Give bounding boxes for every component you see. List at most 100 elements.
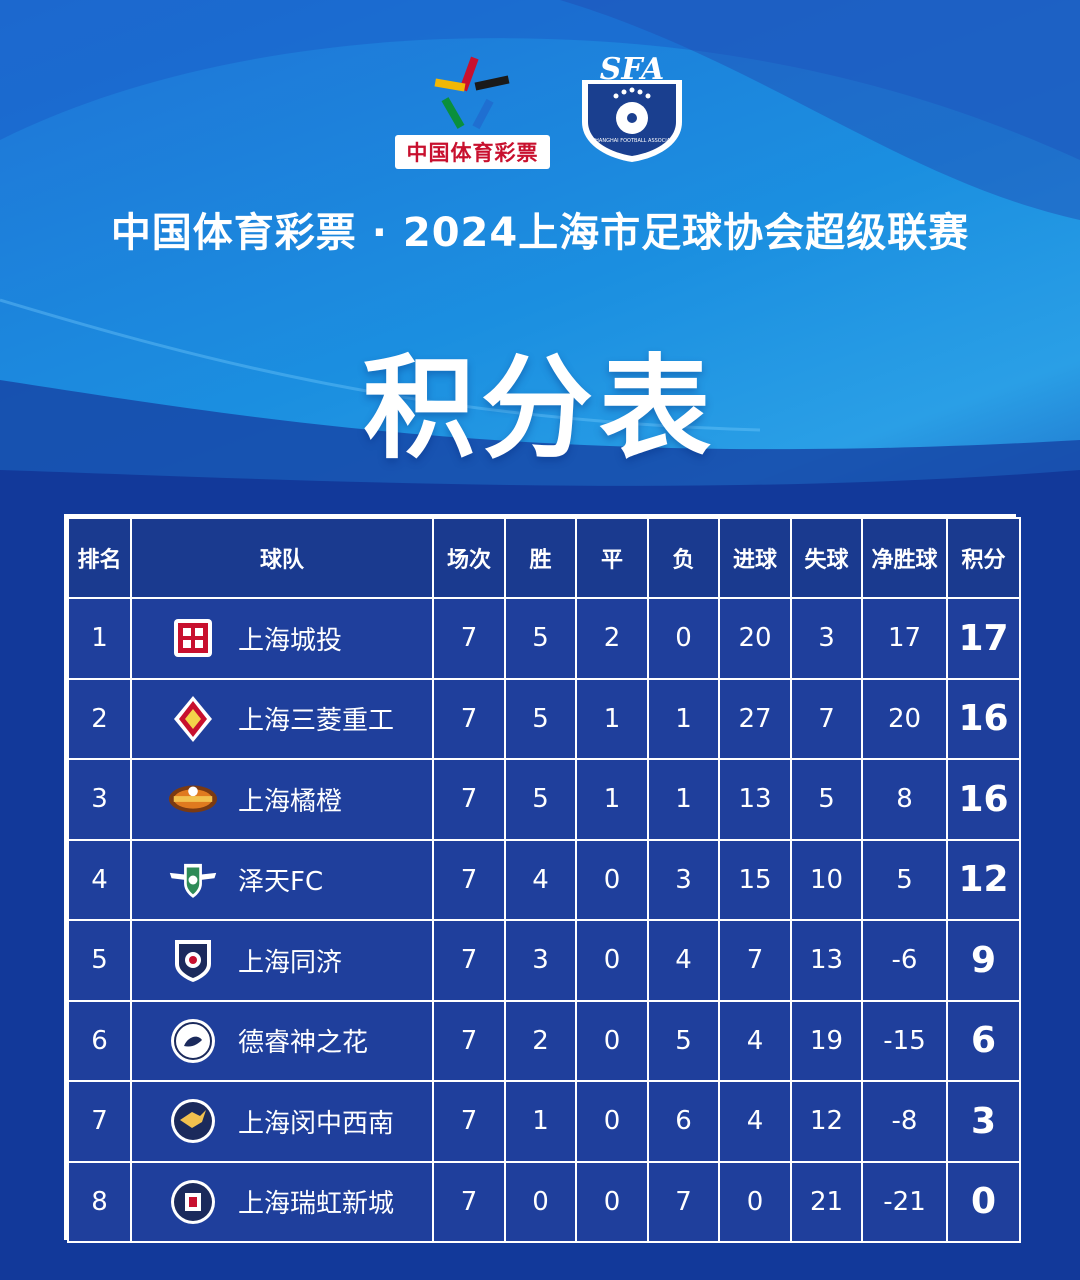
- winged-shield-crest-icon: [168, 855, 218, 905]
- league-headline: 中国体育彩票 · 2024上海市足球协会超级联赛: [110, 210, 970, 256]
- cell-goals-against: 5: [790, 758, 863, 841]
- header-points: 积分: [946, 517, 1021, 599]
- header-won: 胜: [504, 517, 577, 599]
- cell-drawn: 0: [575, 838, 649, 921]
- cell-won: 5: [504, 677, 577, 760]
- cell-goals-against: 21: [790, 1160, 863, 1243]
- cell-drawn: 0: [575, 1080, 649, 1163]
- cell-played: 7: [432, 919, 506, 1002]
- cell-rank: 2: [67, 677, 132, 760]
- cell-played: 7: [432, 677, 506, 760]
- team-name: 上海瑞虹新城: [238, 1189, 395, 1220]
- cell-goals-for: 13: [718, 758, 792, 841]
- cell-goals-for: 4: [718, 1080, 792, 1163]
- cell-goals-for: 0: [718, 1160, 792, 1243]
- cell-goals-against: 12: [790, 1080, 863, 1163]
- cell-played: 7: [432, 758, 506, 841]
- cell-goal-difference: -6: [861, 919, 948, 1002]
- table-row: 6 德睿神之花 7 2 0 5 4 19 -15 6: [67, 999, 1021, 1082]
- cell-drawn: 0: [575, 919, 649, 1002]
- cell-won: 5: [504, 597, 577, 680]
- cell-points: 9: [946, 919, 1021, 1002]
- team-name: 德睿神之花: [238, 1028, 369, 1059]
- header-rank: 排名: [67, 517, 132, 599]
- team-name: 上海同济: [238, 947, 343, 978]
- cell-won: 5: [504, 758, 577, 841]
- cell-drawn: 1: [575, 758, 649, 841]
- cell-goal-difference: 8: [861, 758, 948, 841]
- cell-rank: 6: [67, 999, 132, 1082]
- team-name: 上海橘橙: [238, 786, 343, 817]
- header-goals-against: 失球: [790, 517, 863, 599]
- cell-points: 16: [946, 677, 1021, 760]
- cell-won: 3: [504, 919, 577, 1002]
- cell-rank: 1: [67, 597, 132, 680]
- team-name: 上海三菱重工: [238, 706, 395, 737]
- cell-goals-against: 13: [790, 919, 863, 1002]
- sfa-subtext: SHANGHAI FOOTBALL ASSOCIATION: [592, 138, 672, 144]
- cell-team: 上海三菱重工: [130, 677, 434, 760]
- cell-points: 12: [946, 838, 1021, 921]
- cell-goals-against: 7: [790, 677, 863, 760]
- cell-drawn: 1: [575, 677, 649, 760]
- cell-drawn: 0: [575, 1160, 649, 1243]
- table-row: 7 上海闵中西南 7 1 0 6 4 12 -8 3: [67, 1080, 1021, 1163]
- standings-table: 排名 球队 场次 胜 平 负 进球 失球 净胜球 积分 1 上海城投 7 5 2 0 20 3…: [67, 517, 1021, 1243]
- round-white-crest-icon: [168, 1016, 218, 1066]
- cell-drawn: 0: [575, 999, 649, 1082]
- bird-round-crest-icon: [168, 1096, 218, 1146]
- table-header-row: 排名 球队 场次 胜 平 负 进球 失球 净胜球 积分: [67, 517, 1021, 599]
- china-sports-lottery-logo: 中国体育彩票: [395, 55, 550, 169]
- cell-lost: 7: [647, 1160, 720, 1243]
- cell-goals-against: 3: [790, 597, 863, 680]
- diamond-crest-icon: [168, 694, 218, 744]
- cell-played: 7: [432, 597, 506, 680]
- cell-goals-against: 10: [790, 838, 863, 921]
- cell-rank: 3: [67, 758, 132, 841]
- ruihong-round-crest-icon: [168, 1177, 218, 1227]
- header-goal-difference: 净胜球: [861, 517, 948, 599]
- sfa-shield-icon: [582, 80, 682, 162]
- cell-played: 7: [432, 838, 506, 921]
- lottery-star-icon: [434, 56, 510, 130]
- cell-points: 6: [946, 999, 1021, 1082]
- cell-goal-difference: 17: [861, 597, 948, 680]
- red-square-crest-icon: [168, 613, 218, 663]
- header-team: 球队: [130, 517, 434, 599]
- cell-goal-difference: -8: [861, 1080, 948, 1163]
- table-row: 5 上海同济 7 3 0 4 7 13 -6 9: [67, 919, 1021, 1002]
- cell-team: 上海闵中西南: [130, 1080, 434, 1163]
- cell-lost: 1: [647, 677, 720, 760]
- navy-shield-crest-icon: [168, 935, 218, 985]
- cell-points: 0: [946, 1160, 1021, 1243]
- orange-banner-crest-icon: [168, 774, 218, 824]
- header-played: 场次: [432, 517, 506, 599]
- cell-rank: 4: [67, 838, 132, 921]
- cell-goals-for: 15: [718, 838, 792, 921]
- cell-drawn: 2: [575, 597, 649, 680]
- cell-goals-against: 19: [790, 999, 863, 1082]
- cell-team: 德睿神之花: [130, 999, 434, 1082]
- cell-rank: 5: [67, 919, 132, 1002]
- cell-lost: 5: [647, 999, 720, 1082]
- cell-lost: 4: [647, 919, 720, 1002]
- cell-team: 上海橘橙: [130, 758, 434, 841]
- cell-won: 1: [504, 1080, 577, 1163]
- cell-goal-difference: 20: [861, 677, 948, 760]
- cell-rank: 7: [67, 1080, 132, 1163]
- team-name: 上海城投: [238, 625, 343, 656]
- table-row: 4 泽天FC 7 4 0 3 15 10 5 12: [67, 838, 1021, 921]
- cell-goal-difference: -21: [861, 1160, 948, 1243]
- cell-lost: 3: [647, 838, 720, 921]
- cell-won: 0: [504, 1160, 577, 1243]
- cell-won: 2: [504, 999, 577, 1082]
- cell-goals-for: 7: [718, 919, 792, 1002]
- cell-team: 上海城投: [130, 597, 434, 680]
- cell-team: 上海同济: [130, 919, 434, 1002]
- cell-team: 泽天FC: [130, 838, 434, 921]
- cell-goals-for: 27: [718, 677, 792, 760]
- cell-goals-for: 4: [718, 999, 792, 1082]
- table-row: 8 上海瑞虹新城 7 0 0 7 0 21 -21 0: [67, 1160, 1021, 1243]
- table-row: 2 上海三菱重工 7 5 1 1 27 7 20 16: [67, 677, 1021, 760]
- cell-played: 7: [432, 1080, 506, 1163]
